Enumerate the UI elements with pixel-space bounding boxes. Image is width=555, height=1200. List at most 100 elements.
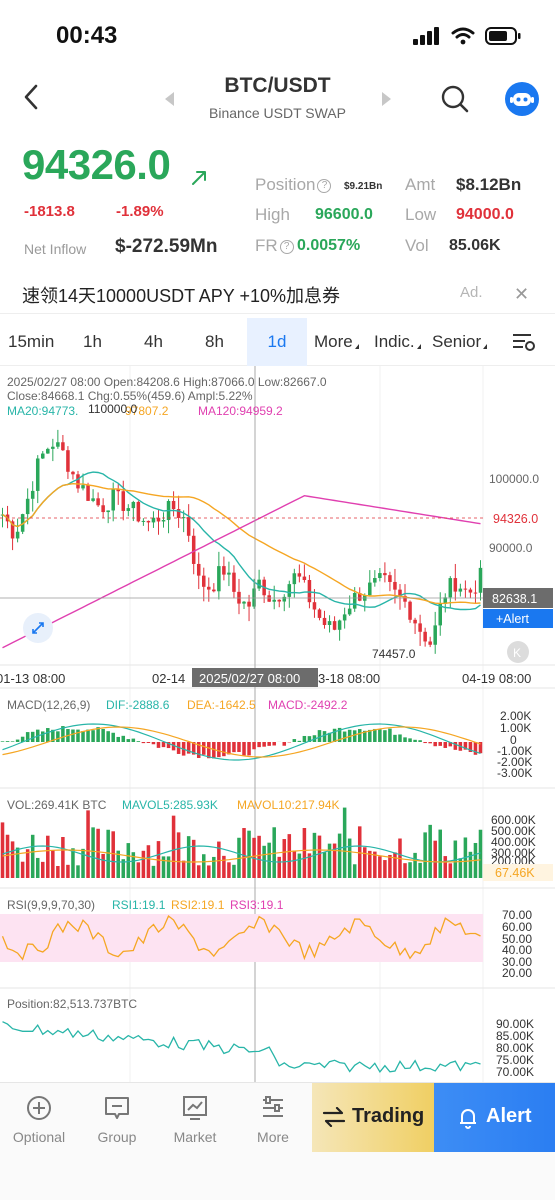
macd-bar: [393, 734, 397, 742]
volume-bar: [468, 851, 473, 878]
macd-bar: [282, 742, 287, 746]
candle-body: [181, 517, 186, 519]
expand-icon[interactable]: [32, 622, 44, 634]
tab-senior[interactable]: Senior: [432, 318, 488, 366]
status-icons: [413, 24, 521, 48]
k-badge-bg[interactable]: [507, 641, 529, 663]
candle-body: [171, 500, 176, 510]
tab-8h[interactable]: 8h: [205, 332, 224, 351]
tab-4h[interactable]: 4h: [144, 332, 163, 351]
candle-body: [463, 588, 468, 590]
question-icon[interactable]: ?: [279, 240, 294, 254]
macd-bar: [41, 731, 45, 742]
macd-bar: [171, 742, 176, 751]
rsi-axis-3: 40.00: [502, 943, 532, 957]
market-button[interactable]: Market: [156, 1083, 234, 1153]
macd-bar: [156, 742, 161, 748]
volume-bar: [478, 829, 483, 878]
search-icon[interactable]: [440, 84, 470, 114]
question-icon[interactable]: ?: [317, 179, 332, 193]
macd-axis-0: 2.00K: [500, 709, 531, 723]
volume-bar: [302, 828, 307, 878]
group-button[interactable]: Group: [78, 1083, 156, 1153]
volume-bar: [403, 863, 407, 878]
k-badge[interactable]: K: [513, 646, 521, 660]
volume-bar: [448, 863, 453, 878]
candle-body: [46, 448, 50, 454]
volume-bar: [207, 865, 211, 878]
alert-tag-bg[interactable]: [483, 609, 553, 628]
robot-assistant-icon[interactable]: [505, 82, 539, 116]
volume-bar: [181, 860, 186, 878]
macd-bar: [327, 732, 332, 742]
more-button[interactable]: More: [234, 1083, 312, 1153]
volume-bar: [222, 855, 226, 878]
close-icon[interactable]: ✕: [514, 284, 530, 304]
macd-bar: [121, 735, 126, 742]
macd-bar: [191, 742, 196, 755]
macd-bar: [413, 739, 417, 742]
volume-bar: [15, 847, 20, 878]
signal-icon: [413, 27, 439, 45]
candle-body: [408, 601, 412, 620]
tab-more[interactable]: More: [314, 318, 359, 366]
volume-bar: [332, 843, 337, 878]
vol-label: VOL:269.41K BTC: [7, 798, 107, 812]
volume-bar: [41, 861, 45, 878]
message-icon: [105, 1097, 129, 1119]
mavol5-label: MAVOL5:285.93K: [122, 798, 218, 812]
quote-panel: 94326.0 -1813.8 -1.89% Net Inflow $-272.…: [0, 135, 555, 265]
candle-body: [111, 489, 115, 511]
next-pair-icon[interactable]: [382, 92, 391, 106]
volume-bar: [151, 865, 156, 878]
volume-bar: [202, 854, 206, 878]
chart-area[interactable]: 2025/02/27 08:00 Open:84208.6 High:87066…: [0, 366, 555, 1082]
promo-banner[interactable]: 速领14天10000USDT APY +10%加息券 Ad. ✕: [0, 270, 555, 314]
tab-1h[interactable]: 1h: [83, 332, 102, 351]
candle-body: [368, 582, 372, 596]
volume-bar: [262, 845, 266, 878]
volume-bar: [146, 845, 151, 878]
promo-text[interactable]: 速领14天10000USDT APY +10%加息券: [22, 286, 340, 306]
macd-bar: [388, 728, 392, 742]
macd-bar: [438, 742, 442, 746]
candle-body: [151, 517, 156, 523]
vol-value: 85.06K: [449, 237, 501, 254]
macd-bar: [398, 734, 402, 742]
interval-tabs: 15min 1h 4h 8h 1d More Indic. Senior: [0, 318, 555, 366]
candle-body: [423, 631, 427, 642]
macd-bar: [86, 729, 90, 742]
bell-icon: [460, 1109, 476, 1129]
market-label: Market: [173, 1129, 217, 1145]
mavol10-label: MAVOL10:217.94K: [237, 798, 340, 812]
candle-body: [56, 442, 60, 447]
back-icon[interactable]: [18, 82, 48, 112]
optional-button[interactable]: Optional: [0, 1083, 78, 1153]
min-price-label: 74457.0: [372, 647, 416, 661]
kline-chart[interactable]: 2025/02/27 08:00 Open:84208.6 High:87066…: [0, 366, 555, 1082]
candle-body: [176, 509, 181, 518]
candle-body: [30, 490, 35, 499]
macd-dif: DIF:-2888.6: [106, 698, 170, 712]
macd-bar: [373, 728, 377, 742]
volume-bar: [20, 861, 25, 878]
ma60-label: 97807.2: [125, 404, 169, 418]
macd-bar: [463, 742, 468, 750]
trading-button[interactable]: Trading: [312, 1083, 434, 1153]
alert-tag[interactable]: +Alert: [496, 612, 530, 626]
candle-body: [91, 498, 95, 501]
prev-pair-icon[interactable]: [165, 92, 174, 106]
pair-title[interactable]: BTC/USDT: [224, 74, 331, 97]
macd-label: MACD(12,26,9): [7, 698, 90, 712]
volume-bar: [242, 828, 246, 878]
tab-1d[interactable]: 1d: [247, 318, 307, 366]
volume-bar: [227, 862, 231, 878]
tab-indicators[interactable]: Indic.: [374, 318, 421, 366]
alert-button[interactable]: Alert: [434, 1083, 555, 1153]
macd-bar: [76, 729, 80, 742]
vol-label: Vol: [405, 236, 429, 255]
high-value: 96600.0: [315, 206, 373, 223]
candle-body: [398, 589, 402, 596]
tab-15min[interactable]: 15min: [8, 332, 55, 351]
chart-settings-icon[interactable]: [512, 331, 536, 353]
